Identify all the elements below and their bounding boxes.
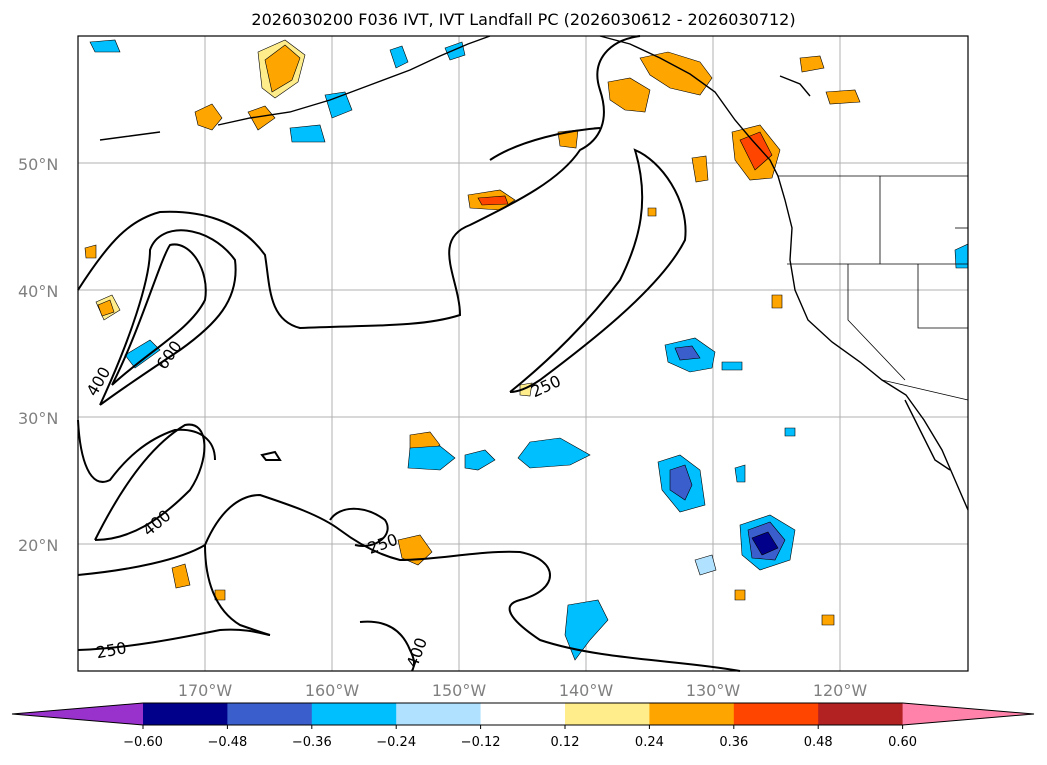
colorbar-tick-label: −0.36 bbox=[292, 735, 332, 750]
lat-label: 40°N bbox=[18, 282, 58, 301]
lat-label: 30°N bbox=[18, 409, 58, 428]
lon-label: 140°W bbox=[559, 681, 614, 700]
colorbar-segment bbox=[649, 703, 735, 725]
colorbar-tick-label: 0.12 bbox=[551, 735, 580, 750]
ivt-contours bbox=[77, 35, 741, 672]
colorbar-segment bbox=[396, 703, 482, 725]
colorbar-tick-label: 0.36 bbox=[719, 735, 748, 750]
colorbar-tick-label: 0.60 bbox=[888, 735, 917, 750]
colorbar-segment bbox=[733, 703, 819, 725]
lat-label: 20°N bbox=[18, 536, 58, 555]
lon-label: 160°W bbox=[305, 681, 360, 700]
colorbar-segment bbox=[565, 703, 650, 725]
colorbar-tick-label: −0.60 bbox=[123, 735, 163, 750]
colorbar-tick-label: 0.48 bbox=[804, 735, 833, 750]
filled-contours bbox=[84, 39, 969, 661]
colorbar-tick-label: −0.24 bbox=[376, 735, 416, 750]
state-borders bbox=[778, 175, 969, 401]
lon-label: 170°W bbox=[178, 681, 233, 700]
colorbar: −0.60 −0.48 −0.36 −0.24 −0.12 0.12 0.24 0.36 0.4… bbox=[11, 702, 1035, 750]
lat-label: 50°N bbox=[18, 155, 58, 174]
colorbar-segment bbox=[227, 703, 313, 725]
map-frame bbox=[77, 35, 969, 672]
lon-label: 130°W bbox=[686, 681, 741, 700]
lon-label: 120°W bbox=[813, 681, 868, 700]
colorbar-extend-high bbox=[902, 703, 1034, 725]
colorbar-tick-label: −0.48 bbox=[207, 735, 247, 750]
colorbar-segment bbox=[480, 703, 566, 725]
colorbar-extend-low bbox=[12, 703, 143, 725]
colorbar-segment bbox=[311, 703, 397, 725]
colorbar-tick-label: 0.24 bbox=[635, 735, 664, 750]
coastlines bbox=[99, 35, 969, 511]
map-area bbox=[78, 36, 968, 671]
colorbar-tick-label: −0.12 bbox=[461, 735, 501, 750]
map-title: 2026030200 F036 IVT, IVT Landfall PC (20… bbox=[251, 10, 796, 29]
lon-label: 150°W bbox=[432, 681, 487, 700]
colorbar-segment bbox=[143, 703, 228, 725]
colorbar-segment bbox=[818, 703, 904, 725]
